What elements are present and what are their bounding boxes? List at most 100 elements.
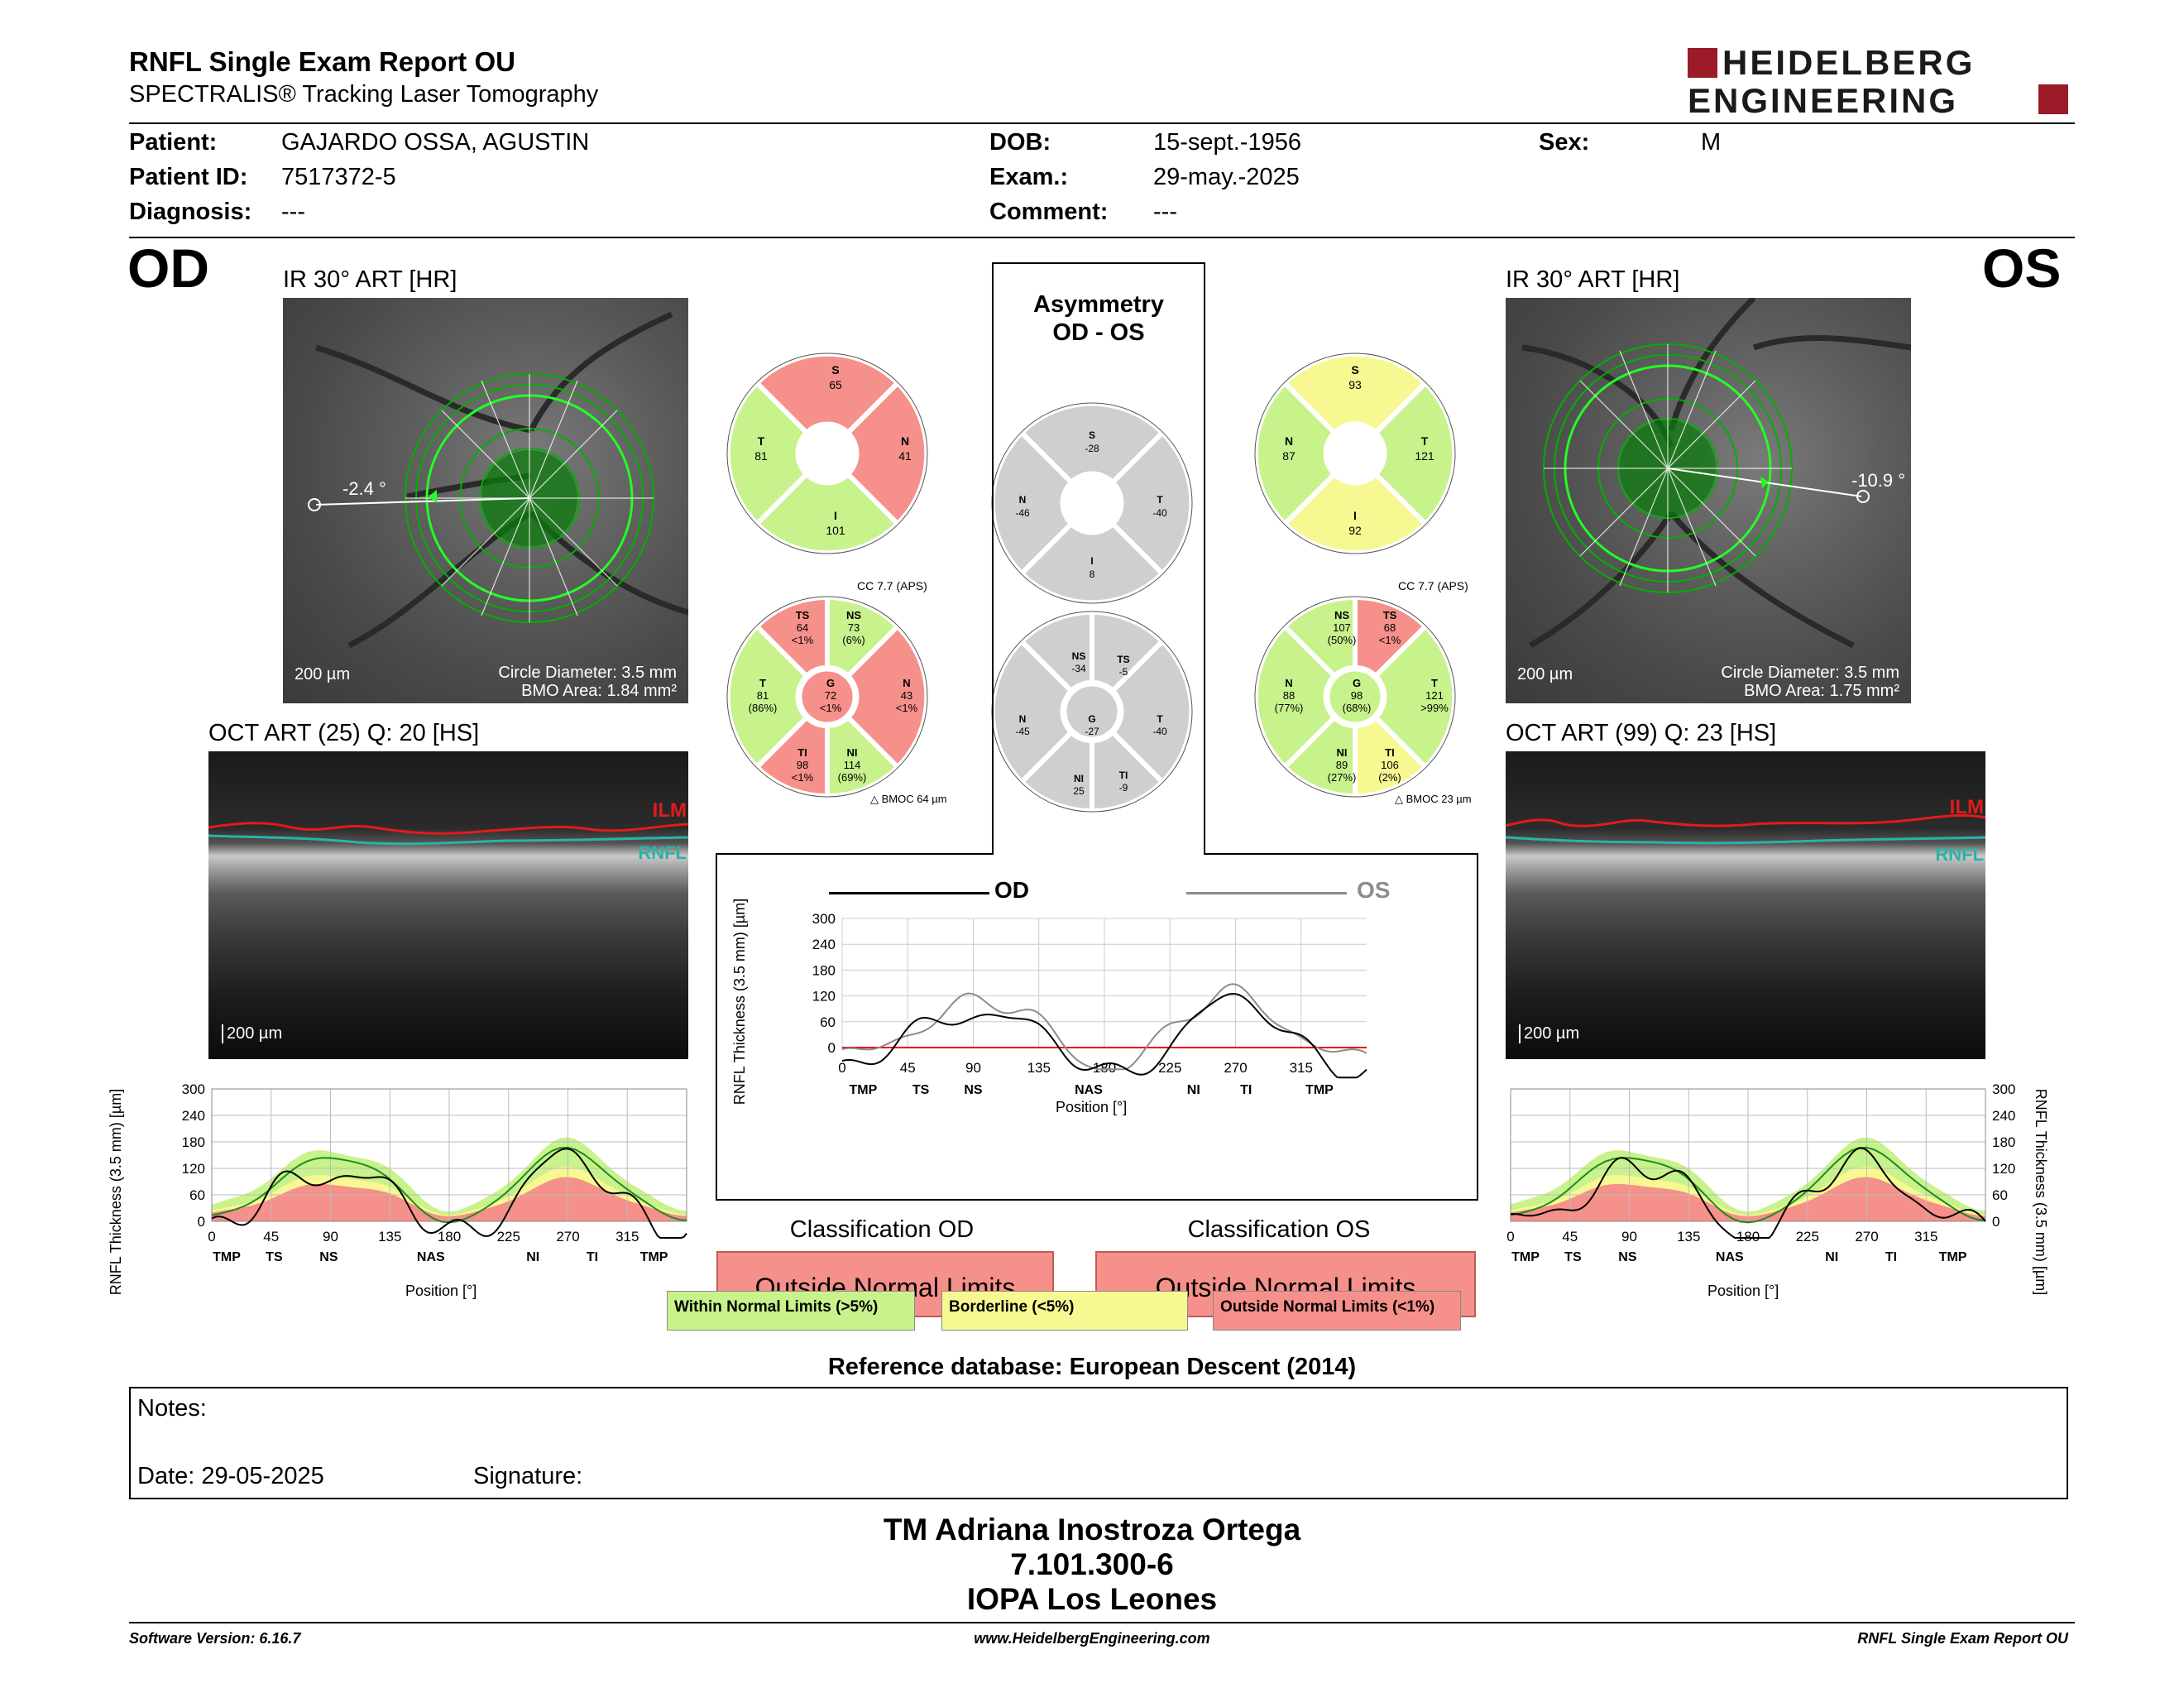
os-sec-g-label: G 98 (68%) [1342,677,1372,714]
classification-od-title: Classification OD [789,1216,975,1243]
os-oct-bscan: ILM RNFL 200 µm [1506,751,1985,1059]
diagnosis-value: --- [281,199,305,225]
diagnosis-label: Diagnosis: [129,199,252,225]
od-quad-t [725,379,811,528]
x-tick-label: 0 [208,1229,215,1244]
x-tick-label: 45 [1562,1229,1578,1244]
footer-report: RNFL Single Exam Report OU [1857,1630,2068,1647]
od-fundus-image: -2.4 ° 200 µm Circle Diameter: 3.5 mm BM… [283,298,688,703]
asymmetry-subtitle: OD - OS [1052,319,1145,346]
sex-label: Sex: [1539,129,1590,156]
notes-date: Date: 29-05-2025 [137,1463,324,1489]
legend-within-normal: Within Normal Limits (>5%) [667,1291,915,1331]
od-quad-s [753,351,902,437]
x-tick-label: 135 [378,1229,401,1244]
sector-label: NS [964,1083,983,1097]
od-quad-i [753,470,902,556]
od-plot-ylabel: RNFL Thickness (3.5 mm) [µm] [108,1088,125,1296]
od-bmo-area: BMO Area: 1.84 mm² [521,682,677,700]
notes-box[interactable]: Notes: Date: 29-05-2025 Signature: [129,1387,2068,1499]
x-tick-label: 45 [263,1229,279,1244]
sector-label: NI [526,1250,539,1264]
y-tick-label: 180 [1992,1134,2015,1150]
x-tick-label: 180 [438,1229,461,1244]
od-oct-title: OCT ART (25) Q: 20 [HS] [208,720,480,746]
y-tick-label: 0 [198,1214,205,1230]
os-sec-ti-label: TI 106 (2%) [1378,746,1401,784]
od-plot-xlabel: Position [°] [405,1283,477,1299]
patient-id: 7517372-5 [281,164,396,190]
logo-text-heidelberg: HEIDELBERG [1722,43,1976,82]
comp-plot-xlabel: Position [°] [1056,1099,1128,1115]
sector-label: TI [1885,1250,1897,1264]
od-circle-diameter: Circle Diameter: 3.5 mm [498,664,677,682]
patient-id-label: Patient ID: [129,164,248,190]
os-ir-title: IR 30° ART [HR] [1506,266,1680,293]
y-tick-label: 180 [812,962,836,978]
asym-quad-n-label: N -46 [1015,494,1030,519]
x-tick-label: 270 [1855,1229,1878,1244]
exam-label: Exam.: [989,164,1069,190]
os-cc-label: CC 7.7 (APS) [1398,579,1468,592]
os-fundus-overlay [1521,298,1911,649]
sector-label: NS [319,1250,338,1264]
os-eye-label: OS [1982,237,2062,299]
normal-mean-line [1510,1146,1986,1224]
sector-label: TI [587,1250,598,1264]
header-rule [129,122,2075,124]
y-tick-label: 120 [812,989,836,1005]
footer-website[interactable]: www.HeidelbergEngineering.com [974,1630,1210,1647]
x-tick-label: 270 [1224,1060,1247,1076]
y-tick-label: 240 [1992,1108,2015,1124]
sector-label: TMP [213,1250,241,1264]
y-tick-label: 0 [1992,1214,2000,1230]
od-quad-s-label: S 65 [829,363,842,391]
x-tick-label: 180 [1093,1060,1116,1076]
dob-value: 15-sept.-1956 [1153,129,1301,156]
asym-sec-ti-label: TI -9 [1118,770,1128,794]
x-tick-label: 0 [838,1060,845,1076]
asym-quadrant-chart [989,400,1195,606]
patient-name: GAJARDO OSSA, AGUSTIN [281,129,590,156]
os-oct-title: OCT ART (99) Q: 23 [HS] [1506,720,1777,746]
os-angle-label: -10.9 ° [1851,470,1906,491]
od-oct-scale: 200 µm [222,1024,282,1043]
patient-rule [129,237,2075,238]
od-sec-ni-label: NI 114 (69%) [837,746,867,784]
sector-label: NAS [1716,1250,1744,1264]
od-rnfl-label: RNFL [638,842,687,863]
asymmetry-title: Asymmetry [1033,291,1164,318]
notes-label: Notes: [137,1395,207,1422]
x-tick-label: 225 [1158,1060,1181,1076]
od-quadrant-chart [725,351,930,556]
sex-value: M [1701,129,1722,156]
sector-label: TMP [1939,1250,1967,1264]
x-tick-label: 315 [615,1229,639,1244]
y-tick-label: 60 [1992,1187,2008,1203]
y-tick-label: 300 [182,1081,205,1097]
os-quad-i-label: I 92 [1348,509,1362,537]
asym-sector-chart [989,609,1195,814]
plot-frame [211,1088,687,1222]
plot-frame [1510,1088,1986,1222]
classification-os-title: Classification OS [1187,1216,1371,1243]
sector-label: TS [266,1250,283,1264]
comp-legend-os: OS [1357,877,1391,903]
x-tick-label: 90 [323,1229,338,1244]
x-tick-label: 135 [1027,1060,1051,1076]
os-ilm-label: ILM [1949,796,1984,818]
os-plot-xlabel: Position [°] [1707,1283,1779,1299]
asym-sec-ts-label: TS -5 [1117,654,1130,678]
measured-thickness-line [1510,1147,1986,1239]
y-tick-label: 60 [820,1014,836,1030]
asym-sec-g-label: G -27 [1085,713,1099,737]
comp-plot-ylabel: RNFL Thickness (3.5 mm) [µm] [731,898,749,1105]
os-plot-ylabel: RNFL Thickness (3.5 mm) [µm] [2033,1088,2050,1296]
reference-database: Reference database: European Descent (20… [827,1354,1357,1380]
report-subtitle: SPECTRALIS® Tracking Laser Tomography [129,81,599,108]
legend-borderline: Borderline (<5%) [941,1291,1188,1331]
sector-label: NAS [417,1250,445,1264]
sector-label: TMP [1305,1083,1334,1097]
